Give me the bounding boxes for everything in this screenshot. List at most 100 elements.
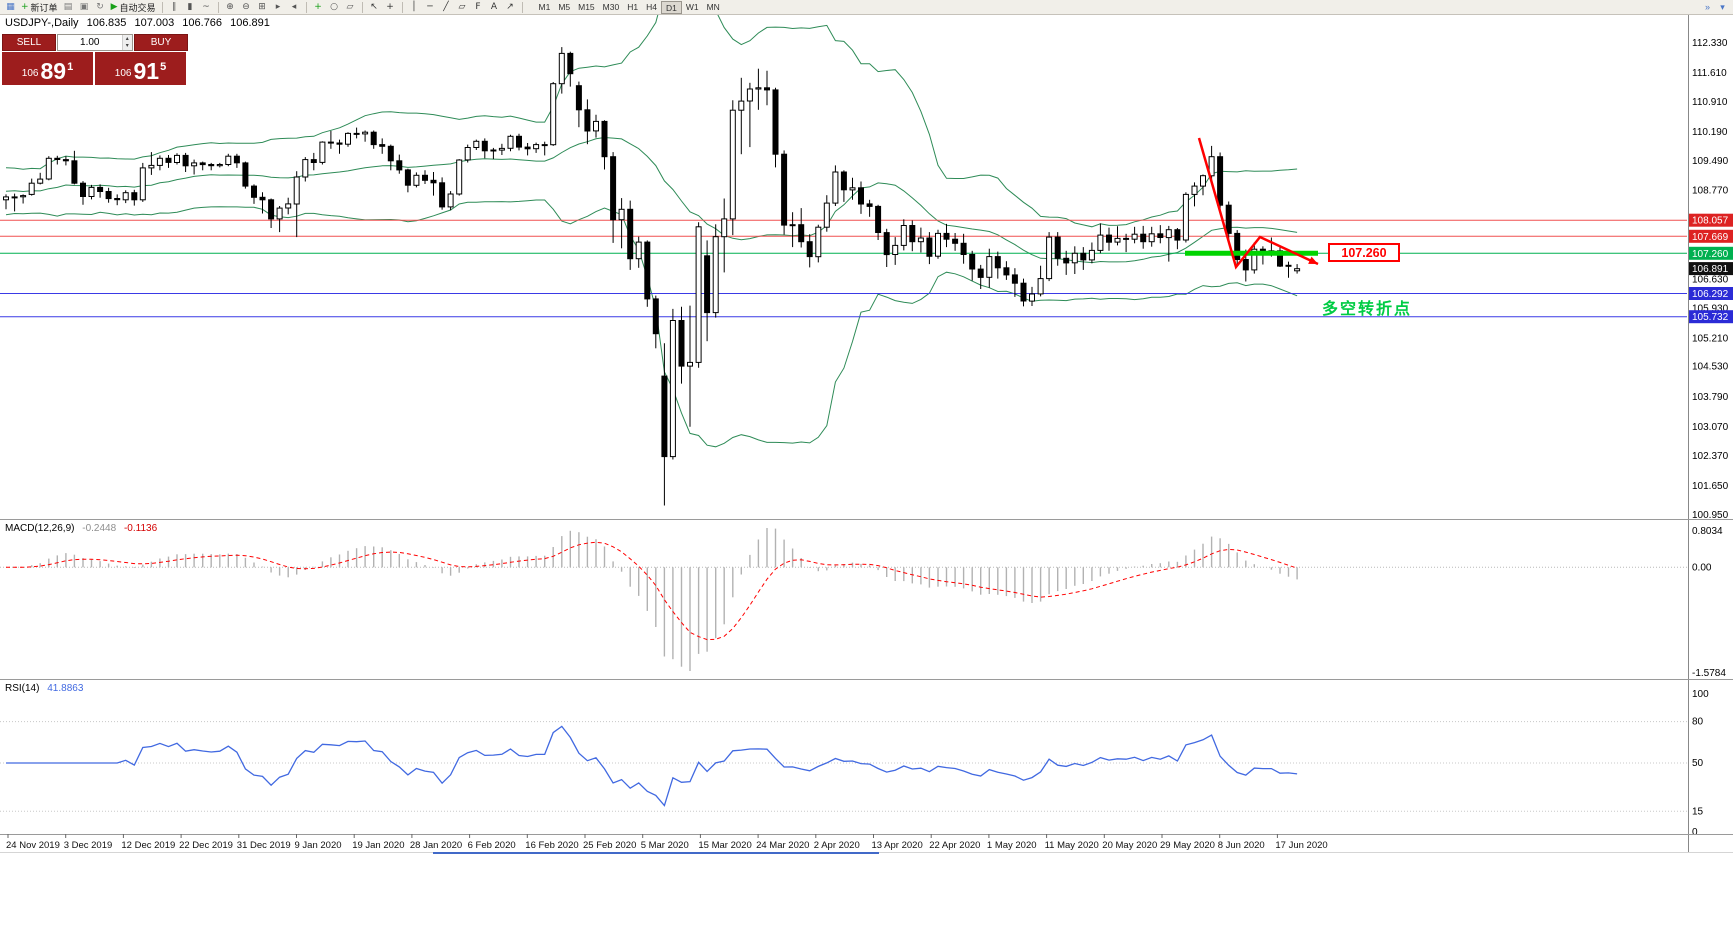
sell-price-display[interactable]: 106 89 1	[2, 52, 93, 85]
macd-main-value: -0.2448	[82, 523, 117, 534]
bar-chart-icon[interactable]: ∥	[167, 1, 182, 14]
toolbar-separator	[361, 1, 363, 13]
sell-price-base: 106	[21, 68, 39, 79]
macd-pane[interactable]	[0, 528, 1687, 671]
auto-trading-button-glyph: ▶	[110, 1, 118, 12]
candlestick-chart-icon[interactable]: ▮	[183, 1, 198, 14]
svg-text:105.210: 105.210	[1692, 333, 1729, 344]
trend-arrow[interactable]	[1197, 137, 1319, 270]
chart-shift-icon[interactable]: ◂	[287, 1, 302, 14]
trendline-icon[interactable]: ╱	[439, 1, 454, 14]
indicators-icon[interactable]: +	[311, 1, 326, 14]
timeframe-d1[interactable]: D1	[660, 0, 682, 14]
market-watch-icon[interactable]: ▤	[61, 1, 76, 14]
svg-text:8 Jun 2020: 8 Jun 2020	[1218, 840, 1265, 851]
bottom-scrollbar[interactable]	[433, 852, 879, 854]
svg-text:106.292: 106.292	[1692, 289, 1729, 300]
templates-icon-glyph: ▱	[346, 1, 354, 12]
timeframe-m1[interactable]: M1	[535, 1, 555, 14]
auto-trading-button[interactable]: ▶ 自动交易	[109, 1, 158, 14]
periods-icon[interactable]: ○	[327, 1, 342, 14]
svg-text:29 May 2020: 29 May 2020	[1160, 840, 1215, 851]
horizontal-line-icon[interactable]: ─	[423, 1, 438, 14]
ohlc-low: 106.766	[182, 17, 223, 29]
buy-button[interactable]: BUY	[134, 34, 188, 51]
candlestick-chart-icon-glyph: ▮	[187, 1, 193, 12]
svg-text:112.330: 112.330	[1692, 38, 1728, 49]
svg-text:101.650: 101.650	[1692, 481, 1729, 492]
volume-input[interactable]	[58, 35, 122, 50]
volume-increase-button[interactable]: ▴	[122, 35, 132, 43]
arrow-icon[interactable]: ↗	[503, 1, 518, 14]
time-axis[interactable]: 24 Nov 2019 3 Dec 2019 12 Dec 2019 22 Dec 2…	[6, 834, 1328, 851]
rsi-name: RSI(14)	[5, 683, 40, 694]
line-chart-icon[interactable]: ~	[199, 1, 214, 14]
main-pane[interactable]	[0, 0, 1687, 506]
volume-spinner: ▴ ▾	[121, 35, 132, 50]
timeframe-w1[interactable]: W1	[682, 1, 703, 14]
auto-scroll-icon-glyph: ▸	[275, 1, 281, 12]
one-click-trading-panel: SELL ▴ ▾ BUY 106 89 1 106 91 5	[2, 34, 188, 85]
text-icon-glyph: A	[490, 1, 498, 12]
svg-text:20 May 2020: 20 May 2020	[1102, 840, 1157, 851]
tile-windows-icon[interactable]: ⊞	[255, 1, 270, 14]
svg-text:0: 0	[1692, 827, 1698, 838]
channel-icon[interactable]: ▱	[455, 1, 470, 14]
arrow-icon-glyph: ↗	[506, 1, 514, 12]
navigator-icon-glyph: ▣	[79, 1, 89, 12]
chart-window-icon[interactable]: ▦	[3, 1, 18, 14]
crosshair-icon[interactable]: +	[383, 1, 398, 14]
vertical-line-icon-glyph: │	[411, 1, 417, 12]
trend-arrow-head	[1308, 256, 1318, 264]
toolbar-separator	[217, 1, 219, 13]
toolbar-separator	[161, 1, 163, 13]
bar-chart-icon-glyph: ∥	[171, 1, 177, 12]
indicators-icon-glyph: +	[314, 1, 322, 12]
new-order-button[interactable]: + 新订单	[19, 1, 60, 14]
svg-text:17 Jun 2020: 17 Jun 2020	[1275, 840, 1327, 851]
buy-price-display[interactable]: 106 91 5	[95, 52, 186, 85]
timeframe-h1[interactable]: H1	[623, 1, 642, 14]
text-icon[interactable]: A	[487, 1, 502, 14]
timeframe-m15[interactable]: M15	[574, 1, 599, 14]
ohlc-close: 106.891	[230, 17, 270, 29]
sell-button[interactable]: SELL	[2, 34, 56, 51]
navigator-icon[interactable]: ▣	[77, 1, 92, 14]
svg-text:110.910: 110.910	[1692, 97, 1728, 108]
svg-text:110.190: 110.190	[1692, 127, 1728, 138]
svg-text:2 Apr 2020: 2 Apr 2020	[814, 840, 860, 851]
price-level-callout[interactable]: 107.260	[1328, 243, 1400, 262]
timeframe-m5[interactable]: M5	[554, 1, 574, 14]
vertical-line-icon[interactable]: │	[407, 1, 422, 14]
fibonacci-icon[interactable]: F	[471, 1, 486, 14]
svg-text:100: 100	[1692, 689, 1709, 700]
volume-decrease-button[interactable]: ▾	[122, 42, 132, 50]
cursor-icon[interactable]: ↖	[367, 1, 382, 14]
templates-icon[interactable]: ▱	[343, 1, 358, 14]
zoom-in-icon[interactable]: ⊕	[223, 1, 238, 14]
svg-text:12 Dec 2019: 12 Dec 2019	[121, 840, 175, 851]
refresh-icon[interactable]: ↻	[93, 1, 108, 14]
chart-shift-icon-glyph: ◂	[291, 1, 297, 12]
svg-text:111.610: 111.610	[1692, 68, 1727, 79]
zoom-out-icon[interactable]: ⊖	[239, 1, 254, 14]
timeframe-mn[interactable]: MN	[703, 1, 724, 14]
timeframe-h4[interactable]: H4	[642, 1, 661, 14]
more-icon[interactable]: ▾	[1715, 1, 1730, 14]
svg-text:13 Apr 2020: 13 Apr 2020	[872, 840, 923, 851]
turning-point-annotation[interactable]: 多空转折点	[1322, 301, 1413, 318]
rsi-pane[interactable]	[0, 721, 1687, 812]
svg-text:6 Feb 2020: 6 Feb 2020	[468, 840, 516, 851]
symbol-period-label: USDJPY-,Daily	[5, 17, 79, 29]
svg-text:3 Dec 2019: 3 Dec 2019	[64, 840, 113, 851]
zoom-out-icon-glyph: ⊖	[242, 1, 250, 12]
price-axis[interactable]: 112.330 111.610 110.910 110.190 109.490 108.7…	[1688, 15, 1733, 852]
volume-control: ▴ ▾	[57, 34, 133, 51]
timeframe-m30[interactable]: M30	[599, 1, 624, 14]
toolbar: ▦ + 新订单 ▤ ▣ ↻ ▶ 自动交易 ∥ ▮ ~ ⊕ ⊖ ⊞ ▸ ◂ + ○ ▱ ↖ + │ ─ ╱ ▱ F A ↗ M1 M5 M15…	[0, 0, 1733, 15]
auto-scroll-icon[interactable]: ▸	[271, 1, 286, 14]
svg-text:102.370: 102.370	[1692, 451, 1729, 462]
expand-icon[interactable]: »	[1700, 1, 1715, 14]
